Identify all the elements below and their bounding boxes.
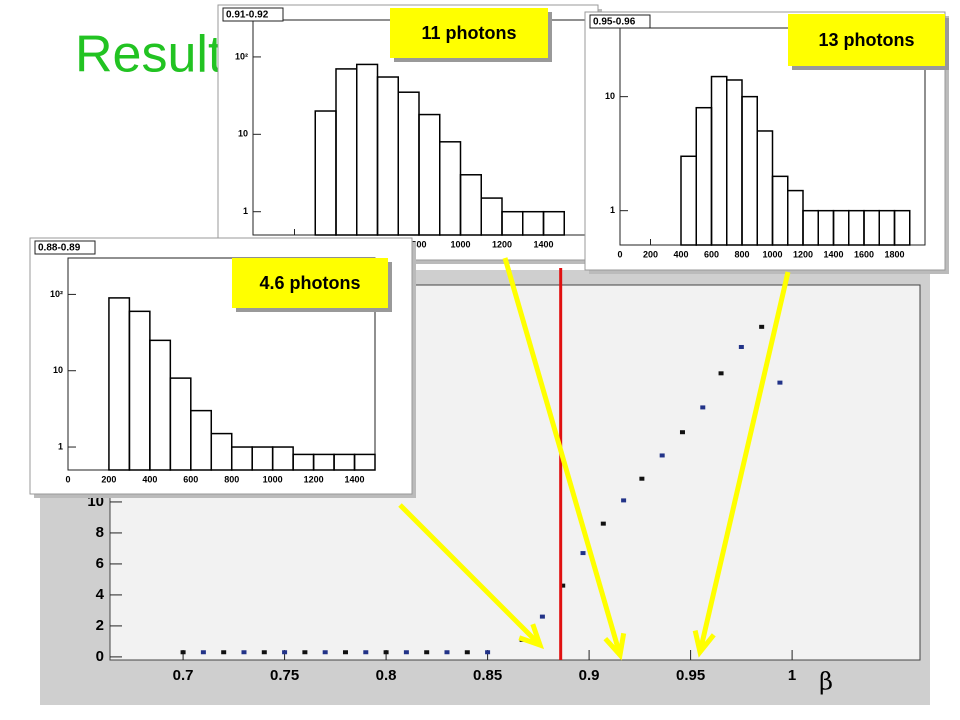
x-tick-label: 0.9 <box>579 667 600 684</box>
y-tick-label: 10 <box>53 365 63 375</box>
arrow-shaft <box>398 503 542 647</box>
point <box>659 453 665 458</box>
annotation-box <box>232 258 388 308</box>
point <box>241 650 247 655</box>
arrow-head <box>692 629 716 658</box>
point <box>363 650 369 655</box>
point <box>580 551 586 556</box>
point <box>444 650 450 655</box>
point <box>777 380 783 385</box>
inset-title: 0.88-0.89 <box>38 243 81 254</box>
x-tick-label: 800 <box>224 474 239 484</box>
y-tick-label: 6 <box>96 555 104 572</box>
point <box>718 371 724 376</box>
point <box>539 614 545 619</box>
x-tick-label: 1400 <box>823 249 843 259</box>
point <box>302 650 308 655</box>
point <box>322 650 328 655</box>
point <box>342 650 348 655</box>
point <box>403 650 409 655</box>
x-tick-label: 0.95 <box>676 667 705 684</box>
point <box>485 650 491 655</box>
annotation: 13 photons <box>818 30 914 50</box>
point <box>679 430 685 435</box>
arrow-head <box>603 632 627 661</box>
histogram-bar <box>893 209 911 246</box>
x-tick-label: 1000 <box>762 249 782 259</box>
x-tick-label: 600 <box>183 474 198 484</box>
x-tick-label: 0.75 <box>270 667 299 684</box>
x-tick-label: 400 <box>142 474 157 484</box>
x-tick-label: 1600 <box>854 249 874 259</box>
point <box>261 650 267 655</box>
inset-title: 0.91-0.92 <box>226 10 269 21</box>
x-tick-label: 200 <box>101 474 116 484</box>
x-tick-label: 0.7 <box>173 667 194 684</box>
x-tick-label: 600 <box>704 249 719 259</box>
x-tick-label: 0.85 <box>473 667 502 684</box>
y-tick-label: 10² <box>50 289 63 299</box>
x-tick-label: 1000 <box>450 239 470 249</box>
point <box>759 324 765 329</box>
point <box>282 650 288 655</box>
x-tick-label: 800 <box>734 249 749 259</box>
x-tick-label: 800 <box>411 239 426 249</box>
inset-title-box <box>589 14 651 29</box>
point <box>221 650 227 655</box>
point <box>180 650 186 655</box>
x-tick-label: 1000 <box>263 474 283 484</box>
inset-title-box <box>34 240 96 255</box>
annotation: 4.6 photons <box>259 273 360 293</box>
y-tick-label: 1 <box>58 441 63 451</box>
x-tick-label: 1 <box>788 667 796 684</box>
point <box>424 650 430 655</box>
point <box>621 498 627 503</box>
x-tick-label: 1400 <box>533 239 553 249</box>
inset-title: 0.95-0.96 <box>593 17 636 28</box>
y-tick-label: 10 <box>605 91 615 101</box>
y-tick-label: 4 <box>96 586 105 603</box>
x-tick-label: 0.8 <box>376 667 397 684</box>
x-tick-label: 1800 <box>884 249 904 259</box>
y-tick-label: 1 <box>610 205 615 215</box>
x-tick-label: 1200 <box>492 239 512 249</box>
x-tick-label: 0 <box>617 249 622 259</box>
y-tick-label: 8 <box>96 524 104 541</box>
x-tick-label: 0 <box>65 474 70 484</box>
point <box>383 650 389 655</box>
x-axis-label: β <box>819 668 833 696</box>
x-tick-label: 1200 <box>304 474 324 484</box>
annotation-box <box>390 8 548 58</box>
y-tick-label: 1 <box>243 206 248 216</box>
point <box>639 476 645 481</box>
histogram-bar <box>542 210 565 236</box>
x-tick-label: 200 <box>643 249 658 259</box>
annotation: 11 photons <box>421 23 516 43</box>
y-tick-label: 10 <box>238 129 248 139</box>
arrow-head <box>518 623 545 650</box>
arrow-shaft <box>697 271 791 653</box>
point <box>560 583 566 588</box>
annotation-box <box>788 14 945 66</box>
x-tick-label: 400 <box>673 249 688 259</box>
arrow-shaft <box>502 257 623 656</box>
inset-title-box <box>222 7 284 22</box>
point <box>738 344 744 349</box>
y-tick-label: 2 <box>96 617 104 634</box>
y-tick-label: 10² <box>235 51 248 61</box>
point <box>700 405 706 410</box>
point <box>200 650 206 655</box>
histogram-bar <box>353 453 376 471</box>
point <box>600 521 606 526</box>
point <box>464 650 470 655</box>
x-tick-label: 1200 <box>793 249 813 259</box>
y-tick-label: 0 <box>96 648 104 665</box>
x-tick-label: 1400 <box>345 474 365 484</box>
